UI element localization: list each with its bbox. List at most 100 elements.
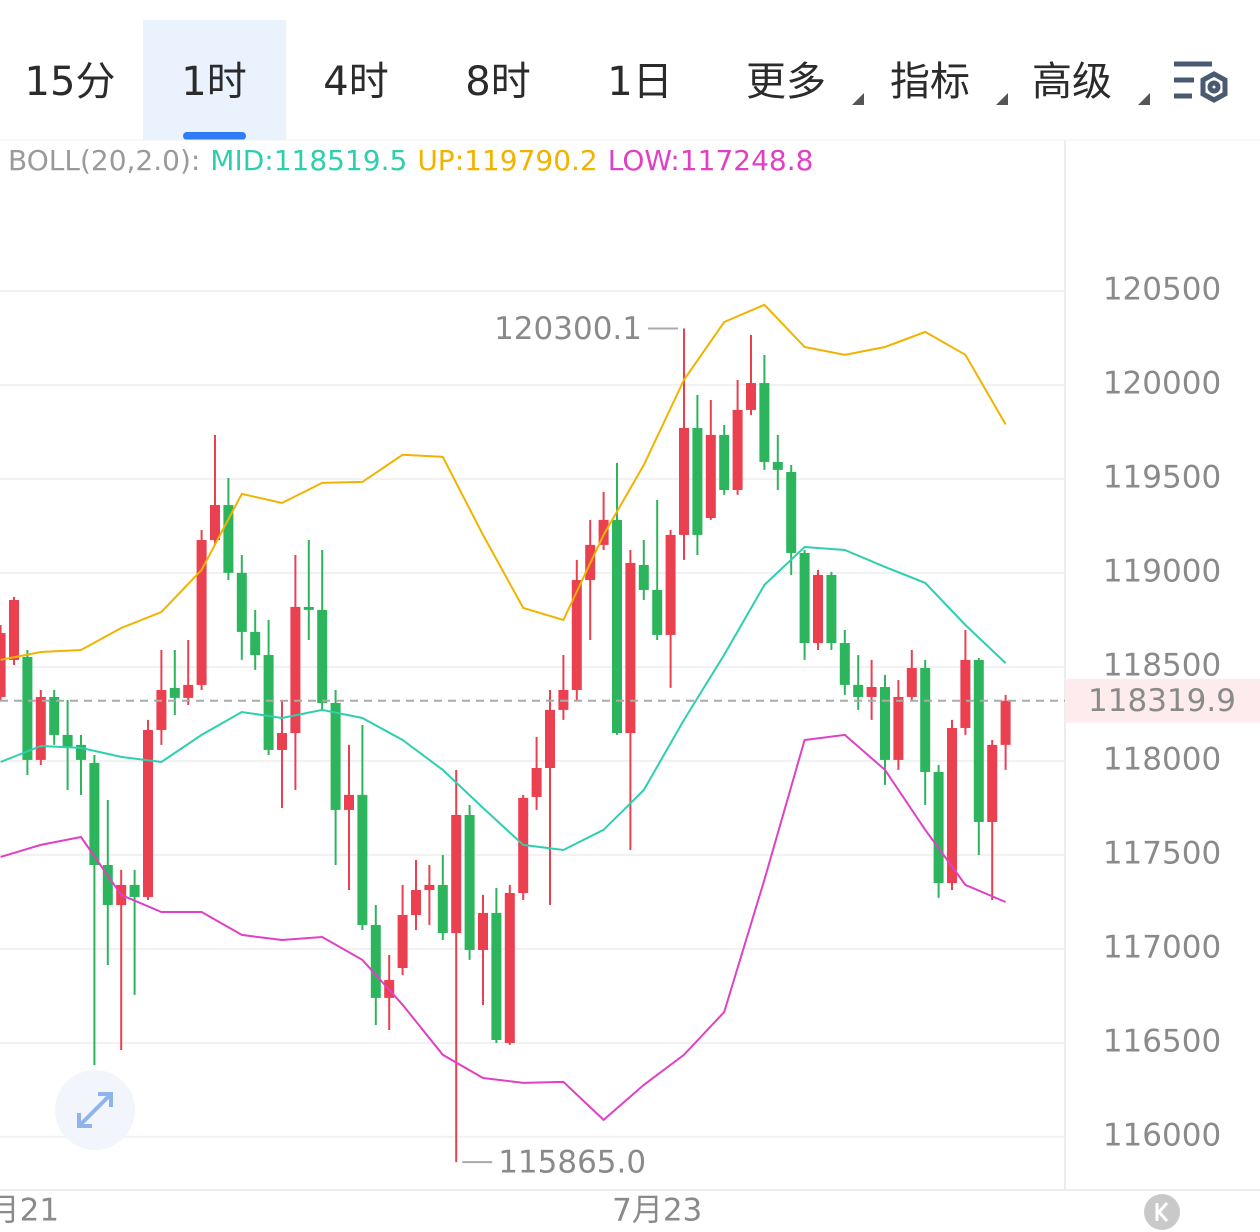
high-label: 120300.1 — [494, 311, 642, 347]
candle-body — [89, 762, 100, 865]
y-tick-label: 116000 — [1103, 1117, 1221, 1153]
candle-body — [719, 434, 730, 490]
tab[interactable]: 15分 — [25, 59, 116, 105]
candle-body — [933, 771, 944, 884]
y-tick-label: 118500 — [1103, 647, 1221, 683]
candle-body — [813, 574, 823, 644]
kline-bg — [1144, 1194, 1180, 1230]
dropdown-caret — [1138, 93, 1150, 105]
tab[interactable]: 指标 — [890, 59, 970, 105]
x-tick-label: 7月21 — [0, 1193, 59, 1229]
candle-body — [196, 540, 207, 685]
candle-body — [799, 552, 810, 644]
candle-body — [638, 565, 649, 590]
candle-body — [826, 574, 837, 644]
last-price-tag: 118319.9 — [1088, 683, 1236, 719]
grid — [0, 289, 1065, 1138]
y-tick-label: 119500 — [1103, 459, 1221, 495]
candle-body — [303, 606, 314, 610]
candle-body — [22, 656, 33, 760]
tab[interactable]: 1时 — [181, 59, 246, 105]
candle-body — [786, 471, 797, 553]
low-label: 115865.0 — [498, 1145, 646, 1181]
candle-body — [437, 884, 448, 934]
icon-dot — [1207, 80, 1221, 94]
band-line — [0, 733, 1006, 1122]
candle-body — [705, 434, 716, 519]
candle-body — [665, 534, 676, 635]
candle-body — [478, 912, 488, 950]
candle-body — [987, 744, 998, 822]
candle-body — [746, 383, 756, 410]
candle-body — [236, 572, 247, 632]
candle-body — [76, 744, 86, 760]
candle-body — [880, 686, 890, 760]
indicator-legend: BOLL(20,2.0): MID:118519.5 UP:119790.2 LOW:… — [8, 144, 813, 177]
candle-body — [357, 794, 368, 925]
candle-body — [397, 915, 408, 969]
candle-body — [344, 794, 354, 810]
indicator-name: BOLL(20,2.0): — [8, 144, 200, 177]
candle-body — [598, 519, 609, 545]
dropdown-caret — [996, 93, 1008, 105]
tab[interactable]: 1日 — [607, 59, 672, 105]
candle-body — [692, 427, 703, 535]
candle-body — [102, 865, 113, 906]
zoom-button[interactable] — [55, 1070, 135, 1150]
axes: 116000 116500 117000 117500 118000 118500 1190… — [0, 271, 1221, 1228]
candle-body — [960, 659, 971, 728]
candle-body — [290, 606, 301, 734]
candle-body — [504, 893, 515, 1044]
y-tick-label: 117500 — [1103, 835, 1221, 871]
candle-body — [973, 659, 984, 822]
icon-hex — [1200, 71, 1228, 103]
candle-body — [625, 562, 636, 734]
candle-body — [411, 890, 421, 915]
tab[interactable]: 4时 — [323, 59, 388, 105]
candle-body — [223, 505, 234, 573]
candle-body — [920, 668, 931, 772]
candle-body — [129, 884, 140, 897]
candle-body — [156, 690, 167, 731]
candle-body — [143, 730, 153, 897]
zoom-arrows — [77, 1092, 113, 1128]
legend-entry: LOW:117248.8 — [608, 144, 814, 177]
candle-body — [545, 709, 555, 769]
tab[interactable]: 更多 — [746, 59, 826, 105]
band-line — [0, 303, 1007, 661]
candle-body — [491, 912, 502, 1040]
dropdown-caret — [852, 93, 864, 105]
settings-icon[interactable] — [1174, 61, 1228, 103]
candle-body — [1000, 700, 1011, 745]
last-price-tag-bg — [1065, 678, 1260, 723]
candle-body — [263, 655, 274, 750]
candle-body — [451, 815, 462, 934]
y-tick-label: 116500 — [1103, 1023, 1221, 1059]
tab-underline — [183, 132, 246, 140]
x-tick-label: 7月23 — [612, 1193, 702, 1229]
toolbar: 15分 1时 4时 8时 1日 更多 指标 高级 — [25, 20, 1150, 140]
candle-body — [772, 461, 783, 470]
candle-body — [464, 815, 475, 950]
tab[interactable]: 8时 — [465, 59, 530, 105]
candle-body — [169, 687, 180, 698]
candle-body — [62, 734, 73, 748]
candle-body — [652, 590, 663, 635]
candle-body — [317, 609, 328, 703]
candle-body — [277, 733, 287, 750]
band-line — [0, 545, 1007, 852]
candle-body — [210, 505, 220, 540]
tab[interactable]: 高级 — [1032, 59, 1112, 105]
kline-button[interactable] — [1144, 1194, 1180, 1230]
candle-body — [853, 684, 864, 697]
candle-body — [49, 696, 60, 735]
candle-body — [0, 633, 6, 697]
candle-body — [893, 696, 904, 760]
candle-body — [732, 409, 743, 490]
candle-body — [612, 519, 622, 734]
candle-body — [9, 599, 19, 660]
y-tick-label: 118000 — [1103, 741, 1221, 777]
y-tick-label: 120000 — [1103, 365, 1221, 401]
